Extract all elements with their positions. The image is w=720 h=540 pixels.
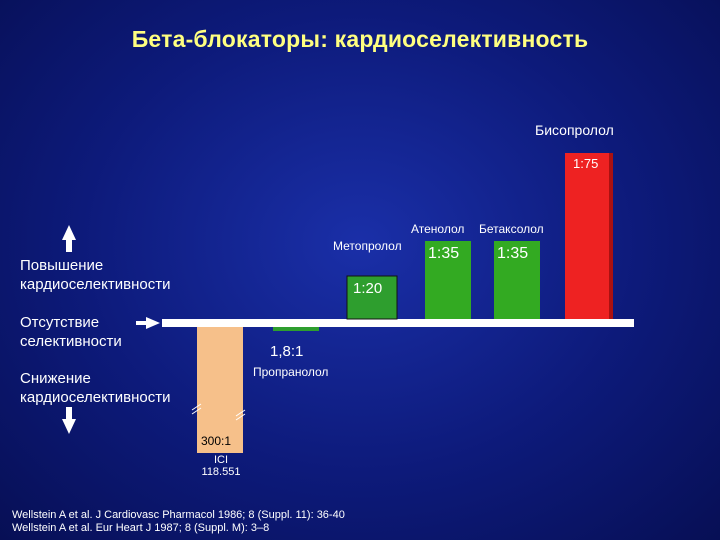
axis-break-mark [191,407,202,415]
label-atenolol: Атенолол [411,222,465,236]
arrow-up-icon [62,225,76,252]
label-betaxolol: Бетаксолол [479,222,544,236]
label-metoprolol: Метопролол [333,239,402,253]
legend-decrease: Снижение кардиоселективности [20,369,170,407]
bar-ici [197,327,243,453]
ratio-bisoprolol: 1:75 [573,156,599,171]
label-propranolol: Пропранолол [253,365,329,379]
arrow-down-icon [62,407,76,434]
axis-break-mark [235,413,246,421]
footnote-2: Wellstein A et al. Eur Heart J 1987; 8 (… [12,522,270,534]
axis-break-mark [191,403,202,411]
legend-increase-line2: кардиоселективности [20,276,171,293]
footnotes: Wellstein A et al. J Cardiovasc Pharmaco… [12,509,345,535]
label-ici: ICI 118.551 [198,454,244,478]
legend-none: Отсутствие селективности [20,313,122,351]
footnote-1: Wellstein A et al. J Cardiovasc Pharmaco… [12,509,345,521]
ratio-betaxolol: 1:35 [497,245,529,262]
axis-break-mark [235,409,246,417]
bar-betaxolol [494,241,540,319]
bar-propranolol [273,327,319,331]
ratio-atenolol: 1:35 [428,245,460,262]
legend-none-line2: селективности [20,333,122,350]
ratio-ici: 300:1 [201,434,232,448]
label-ici-line1: ICI [213,454,229,466]
arrow-right-icon [136,317,160,329]
legend-decrease-line1: Снижение [20,370,91,387]
legend-increase-line1: Повышение [20,257,104,274]
ratio-metoprolol: 1:20 [353,280,383,297]
baseline-axis [162,319,634,327]
bar-atenolol [425,241,471,319]
page-title: Бета-блокаторы: кардиоселективность [131,26,589,52]
legend-decrease-line2: кардиоселективности [20,389,171,406]
bar-bisoprolol [565,153,613,319]
bar-bisoprolol-shade [609,153,613,319]
label-ici-line2: 118.551 [201,466,241,478]
legend-none-line1: Отсутствие [20,314,100,331]
bar-metoprolol [346,275,398,320]
ratio-propranolol: 1,8:1 [270,343,304,360]
legend-increase: Повышение кардиоселективности [20,256,170,294]
label-bisoprolol: Бисопролол [535,122,614,138]
